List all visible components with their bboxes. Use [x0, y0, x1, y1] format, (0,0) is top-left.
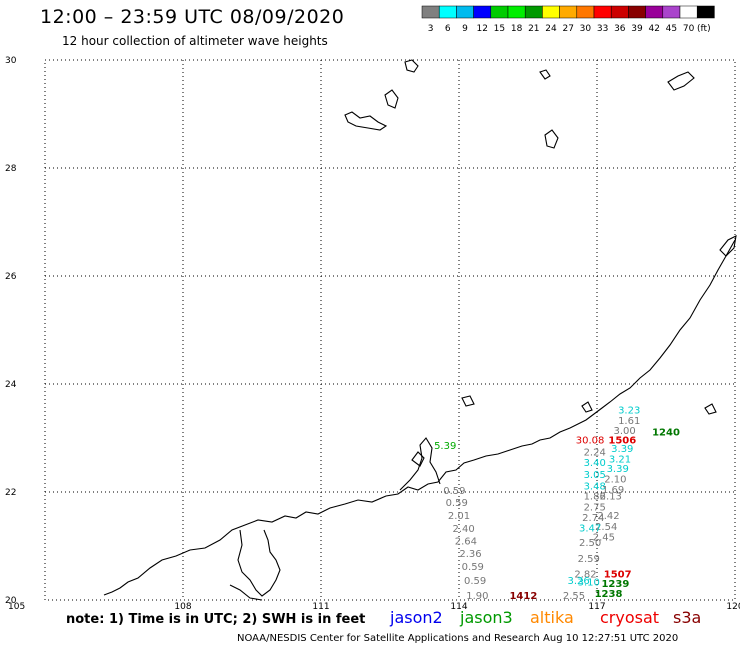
satellite-legend-altika: altika: [530, 608, 574, 627]
satellite-legend-s3a: s3a: [673, 608, 701, 627]
lat-tick-label: 24: [5, 380, 17, 390]
island-5: [545, 130, 558, 148]
island-1: [345, 112, 386, 130]
lon-tick-label: 120: [726, 602, 740, 612]
wave-height-label: 2.50: [579, 538, 601, 549]
wave-height-label: 2.13: [600, 492, 622, 503]
island-4: [540, 70, 550, 79]
credit-line: NOAA/NESDIS Center for Satellite Applica…: [237, 633, 678, 644]
lat-tick-label: 28: [5, 164, 17, 174]
wave-height-label: 3.40: [584, 458, 606, 469]
island-8: [705, 404, 716, 414]
coastline: [104, 60, 736, 600]
wave-height-label: 1238: [595, 589, 623, 600]
wave-height-label: 2.36: [459, 549, 481, 560]
lon-tick-label: 105: [8, 602, 25, 612]
satellite-legend-cryosat: cryosat: [600, 608, 659, 627]
wave-height-label: 0.59: [443, 486, 465, 497]
wave-height-label: 2.55: [563, 591, 585, 602]
wave-height-label: 0.59: [464, 576, 486, 587]
wave-height-map: 302826242220105108111114117120 3.231.613…: [0, 0, 740, 650]
lat-tick-label: 30: [5, 56, 17, 66]
coastline-hainan-tip: [230, 585, 262, 600]
wave-height-label: 1412: [509, 591, 537, 602]
lat-tick-label: 26: [5, 272, 17, 282]
lon-tick-label: 108: [174, 602, 191, 612]
wave-height-label: 3.05: [584, 470, 606, 481]
lat-tick-label: 22: [5, 488, 16, 498]
wave-height-label: 2.01: [448, 511, 470, 522]
island-7: [462, 396, 474, 406]
island-3: [405, 60, 418, 72]
coastline-mainland: [104, 240, 735, 595]
wave-height-label: 0.59: [462, 562, 484, 573]
coastline-leizhou-peninsula: [238, 530, 280, 596]
lat-lon-grid: [45, 60, 735, 600]
lon-tick-label: 111: [312, 602, 329, 612]
wave-height-label: 2.10: [604, 474, 626, 485]
satellite-legend-jason2: jason2: [390, 608, 443, 627]
wave-height-label: 2.64: [455, 536, 477, 547]
map-frame: [45, 60, 735, 600]
satellite-legend-jason3: jason3: [460, 608, 513, 627]
wave-height-label: 30.08: [576, 435, 605, 446]
wave-height-label: 2.40: [452, 524, 474, 535]
wave-height-label: 0.59: [446, 498, 468, 509]
wave-height-label: 1.90: [466, 591, 488, 602]
wave-height-label: 5.39: [434, 441, 456, 452]
wave-height-label: 1240: [652, 427, 680, 438]
wave-height-label: 3.10: [578, 577, 600, 588]
island-6: [668, 72, 694, 90]
units-note: note: 1) Time is in UTC; 2) SWH is in fe…: [66, 612, 365, 627]
island-2: [385, 90, 398, 108]
wave-height-label: 2.59: [578, 554, 600, 565]
wave-height-label: 2.24: [584, 447, 606, 458]
island-10: [582, 402, 592, 412]
